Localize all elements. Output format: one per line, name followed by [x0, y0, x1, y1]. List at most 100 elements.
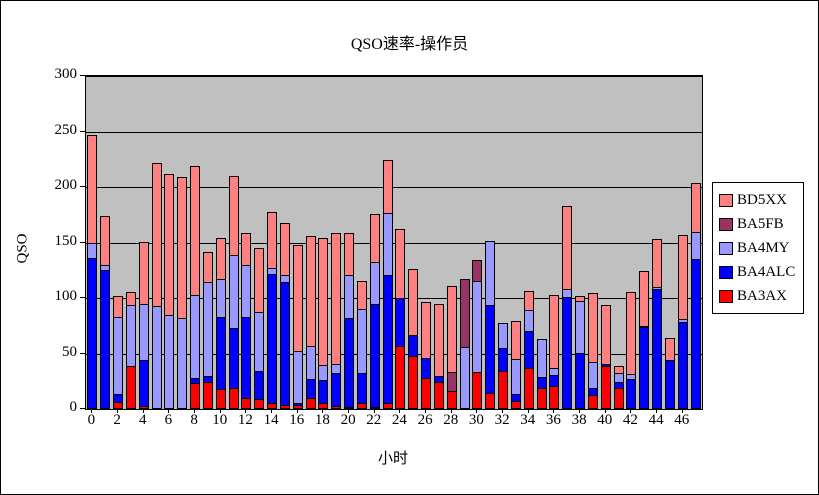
bar-segment-BA4ALC	[279, 282, 290, 406]
bar-segment-BD5XX	[331, 233, 342, 365]
bar-segment-BA3AX	[446, 391, 457, 409]
legend: BD5XX BA5FB BA4MY BA4ALC BA3AX	[712, 182, 805, 314]
bar-segment-BD5XX	[138, 242, 149, 305]
bar-segment-BD5XX	[677, 235, 688, 320]
x-tick-label-40: 40	[597, 412, 613, 428]
bar-segment-BA4MY	[190, 295, 201, 379]
bar-segment-BA3AX	[254, 399, 265, 409]
x-tick-mark	[502, 408, 504, 413]
legend-item-BA4MY: BA4MY	[719, 236, 795, 260]
bar-hour-45	[664, 338, 675, 409]
bar-segment-BA4ALC	[408, 335, 419, 357]
bar-segment-BA3AX	[472, 372, 483, 409]
bar-hour-16	[292, 245, 303, 409]
legend-item-BA4ALC: BA4ALC	[719, 260, 795, 284]
bar-segment-BD5XX	[523, 291, 534, 311]
bar-hour-9	[202, 252, 213, 409]
bar-segment-BA3AX	[318, 403, 329, 409]
bar-hour-20	[344, 233, 355, 409]
x-tick-label-10: 10	[212, 412, 228, 428]
bar-hour-11	[228, 176, 239, 409]
legend-item-BA3AX: BA3AX	[719, 284, 795, 308]
legend-item-BA5FB: BA5FB	[719, 212, 795, 236]
x-tick-label-12: 12	[237, 412, 253, 428]
bar-segment-BD5XX	[549, 295, 560, 369]
bar-segment-BA4ALC	[356, 373, 367, 404]
y-tick-mark	[80, 241, 85, 243]
y-tick-label-300: 300	[54, 66, 78, 82]
x-tick-mark	[194, 408, 196, 413]
legend-item-BD5XX: BD5XX	[719, 188, 795, 212]
bar-hour-27	[433, 304, 444, 409]
bar-hour-19	[331, 233, 342, 409]
bar-segment-BA4ALC	[305, 379, 316, 399]
bar-segment-BA4MY	[241, 265, 252, 318]
bar-segment-BD5XX	[228, 176, 239, 256]
bar-segment-BA3AX	[113, 402, 124, 409]
y-tick-mark	[80, 130, 85, 132]
bar-segment-BD5XX	[510, 321, 521, 360]
bar-hour-2	[113, 296, 124, 409]
bar-segment-BA4ALC	[485, 305, 496, 394]
legend-swatch-BA4ALC	[719, 265, 733, 279]
bar-segment-BD5XX	[408, 269, 419, 336]
legend-label-BA4MY: BA4MY	[737, 239, 790, 256]
bar-segment-BA3AX	[395, 346, 406, 409]
bar-segment-BA3AX	[523, 368, 534, 409]
x-tick-mark	[553, 408, 555, 413]
bar-segment-BA4ALC	[664, 360, 675, 409]
bar-segment-BA3AX	[369, 407, 380, 409]
gridline-300	[86, 76, 702, 77]
bar-segment-BA4ALC	[267, 274, 278, 404]
bar-hour-18	[318, 238, 329, 409]
bar-segment-BA4ALC	[395, 298, 406, 347]
bar-segment-BA4MY	[254, 312, 265, 372]
bar-segment-BA4ALC	[138, 360, 149, 407]
x-tick-label-6: 6	[164, 412, 173, 428]
bar-segment-BD5XX	[433, 304, 444, 377]
x-tick-label-24: 24	[391, 412, 407, 428]
bar-hour-46	[677, 235, 688, 409]
y-axis-title: QSO	[14, 233, 31, 264]
bar-hour-43	[639, 271, 650, 409]
bar-segment-BA3AX	[190, 383, 201, 409]
x-tick-mark	[219, 408, 221, 413]
bar-segment-BA3AX	[331, 406, 342, 409]
y-tick-mark	[80, 75, 85, 76]
bar-segment-BA4ALC	[241, 317, 252, 399]
bar-hour-0	[87, 135, 98, 409]
bar-segment-BA4ALC	[228, 328, 239, 389]
bar-segment-BA5FB	[459, 279, 470, 348]
x-tick-mark	[656, 408, 658, 413]
gridline-200	[86, 187, 702, 188]
bar-segment-BA4MY	[113, 317, 124, 395]
bar-hour-24	[395, 229, 406, 409]
x-tick-mark	[399, 408, 401, 413]
bar-hour-39	[587, 293, 598, 409]
x-tick-label-26: 26	[417, 412, 433, 428]
bar-segment-BA4ALC	[382, 275, 393, 404]
bar-segment-BD5XX	[690, 183, 701, 233]
bar-segment-BA3AX	[613, 388, 624, 409]
bar-segment-BA4MY	[575, 301, 586, 354]
bar-segment-BA4MY	[138, 304, 149, 361]
bar-segment-BA3AX	[228, 388, 239, 409]
bar-segment-BA4MY	[292, 351, 303, 404]
bar-hour-5	[151, 163, 162, 409]
x-tick-label-32: 32	[494, 412, 510, 428]
bar-segment-BA4ALC	[87, 258, 98, 409]
bar-segment-BA4ALC	[318, 380, 329, 404]
bar-segment-BD5XX	[382, 160, 393, 214]
bar-segment-BA4MY	[472, 281, 483, 373]
bar-segment-BA3AX	[549, 386, 560, 409]
x-tick-label-8: 8	[190, 412, 198, 428]
bar-hour-41	[613, 366, 624, 409]
x-tick-mark	[245, 408, 247, 413]
bar-segment-BA3AX	[305, 398, 316, 409]
bar-segment-BD5XX	[421, 302, 432, 359]
bar-segment-BA4MY	[369, 262, 380, 305]
x-tick-mark	[373, 408, 375, 413]
bar-segment-BA4ALC	[344, 318, 355, 408]
bar-hour-34	[523, 291, 534, 409]
y-tick-mark	[80, 186, 85, 187]
